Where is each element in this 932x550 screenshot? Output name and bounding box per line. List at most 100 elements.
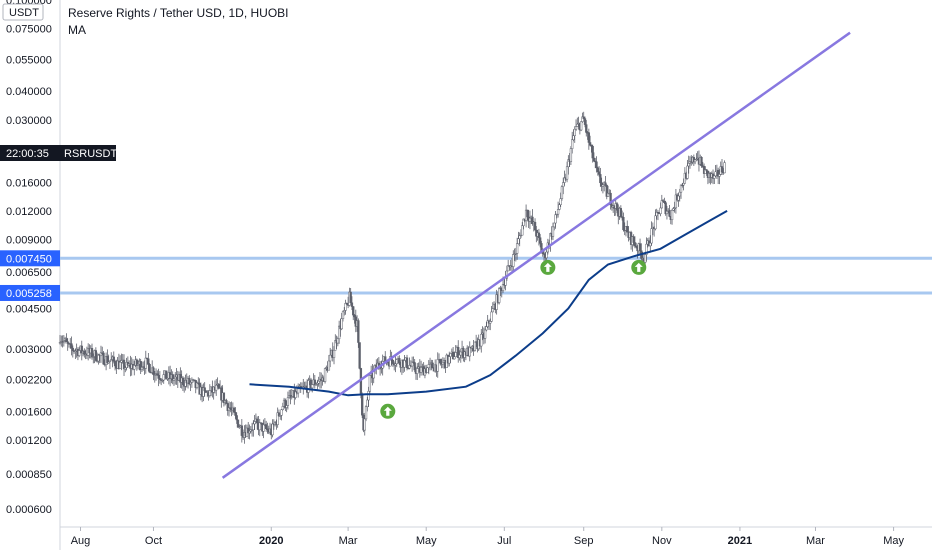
- candle-body: [468, 346, 471, 357]
- x-tick-label: Aug: [71, 535, 91, 547]
- y-tick-label: 0.006500: [6, 267, 52, 279]
- candle-body: [528, 217, 532, 222]
- candle-body: [693, 159, 697, 163]
- candle-body: [416, 368, 419, 374]
- unit-label-box[interactable]: [2, 3, 44, 21]
- candle-body: [174, 376, 177, 380]
- candle-body: [668, 209, 671, 217]
- symbol-title: Reserve Rights / Tether USD, 1D, HUOBI: [68, 6, 289, 20]
- candle-body: [309, 379, 313, 389]
- candle-body: [459, 351, 462, 356]
- candle-body: [391, 360, 395, 364]
- candle-body: [285, 405, 288, 408]
- clock-readout: 22:00:35: [6, 148, 49, 160]
- candle-body: [604, 182, 607, 186]
- x-tick-label: Sep: [574, 535, 594, 547]
- candle-body: [332, 350, 336, 358]
- candle-body: [585, 124, 588, 133]
- candle-body: [533, 221, 537, 231]
- candle-body: [441, 362, 445, 365]
- candle-body: [565, 166, 569, 180]
- candle-body: [678, 191, 681, 197]
- candle-body: [519, 234, 523, 237]
- candle-body: [679, 184, 683, 193]
- candle-body: [349, 291, 352, 304]
- candle-body: [654, 215, 657, 230]
- candle-body: [419, 367, 423, 373]
- candle-body: [152, 367, 155, 375]
- candle-body: [489, 321, 492, 324]
- candle-body: [235, 415, 238, 421]
- candle-body: [574, 126, 578, 130]
- candle-body: [526, 209, 529, 218]
- candle-body: [700, 157, 703, 167]
- candle-body: [405, 357, 409, 369]
- candle-body: [498, 287, 501, 303]
- candle-body: [448, 356, 451, 364]
- candle-body: [705, 169, 708, 172]
- x-tick-label: May: [883, 535, 904, 547]
- candle-body: [473, 341, 477, 351]
- candle-body: [363, 418, 366, 431]
- y-tick-label: 0.016000: [6, 177, 52, 189]
- candle-body: [558, 204, 561, 210]
- candle-body: [265, 424, 268, 430]
- x-tick-label: Jul: [497, 535, 511, 547]
- candle-body: [560, 186, 564, 199]
- x-tick-label: Oct: [145, 535, 162, 547]
- up-arrow-glyph: [383, 406, 392, 416]
- candle-body: [281, 406, 284, 410]
- ma-line[interactable]: [249, 210, 728, 397]
- y-tick-label: 0.001600: [6, 406, 52, 418]
- y-tick-label: 0.001200: [6, 435, 52, 447]
- candle-body: [147, 358, 150, 365]
- candle-body: [427, 364, 430, 369]
- candle-body: [596, 167, 599, 172]
- candle-body: [522, 218, 525, 226]
- candle-body: [682, 183, 685, 186]
- candle-body: [286, 397, 290, 406]
- indicator-label[interactable]: MA: [68, 23, 86, 37]
- candle-body: [70, 343, 73, 349]
- candle-body: [556, 209, 560, 215]
- x-tick-labels: Aug Oct 2020 Mar May Jul Sep Nov 2021 Mar May: [71, 527, 904, 547]
- candle-body: [571, 139, 574, 149]
- symbol-tag-label: RSRUSDT: [64, 148, 117, 160]
- candle-body: [491, 308, 494, 313]
- candle-body: [353, 314, 356, 318]
- candle-body: [327, 360, 331, 371]
- candle-body: [144, 357, 147, 369]
- candle-body: [649, 242, 652, 247]
- candle-body: [644, 254, 647, 263]
- candle-body: [454, 352, 457, 358]
- candle-body: [597, 171, 601, 175]
- candle-body: [340, 318, 343, 330]
- candle-body: [94, 350, 98, 361]
- candle-body: [431, 362, 434, 369]
- y-tick-label: 0.003000: [6, 344, 52, 356]
- candle-body: [626, 225, 629, 233]
- candle-body: [458, 354, 461, 358]
- candle-body: [592, 157, 596, 162]
- candle-body: [537, 232, 541, 238]
- candle-body: [517, 238, 520, 244]
- candle-body: [559, 198, 562, 205]
- clock-tag: [0, 145, 60, 161]
- candle-body: [713, 175, 716, 179]
- candle-body: [583, 118, 587, 125]
- candle-body: [587, 132, 590, 143]
- candle-body: [723, 162, 726, 174]
- candle-body: [403, 360, 406, 368]
- candle-body: [323, 368, 327, 382]
- candle-body: [344, 303, 347, 311]
- trendline[interactable]: [221, 31, 851, 479]
- candle-body: [622, 217, 625, 231]
- horizontal-levels[interactable]: 0.007450 0.005258: [0, 250, 932, 301]
- candle-body: [504, 277, 507, 286]
- candle-body: [521, 225, 524, 236]
- candle-body: [203, 387, 206, 392]
- candle-body: [307, 379, 310, 393]
- candle-body: [670, 209, 674, 220]
- candle-body: [539, 237, 542, 244]
